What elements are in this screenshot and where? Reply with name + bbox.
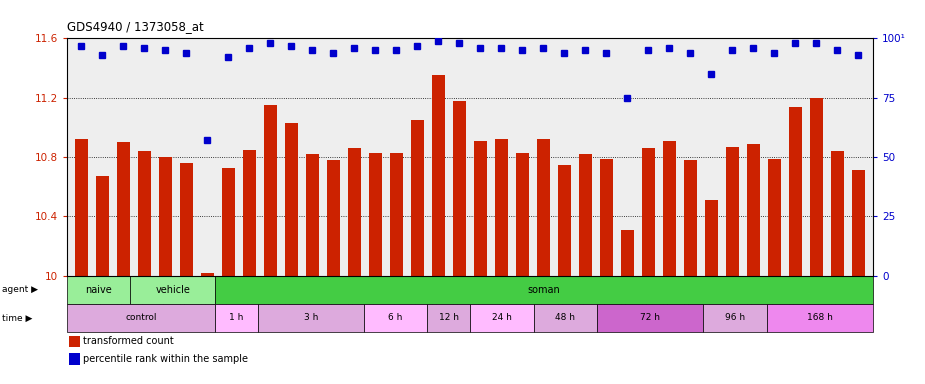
Bar: [264, 105, 277, 276]
Bar: [767, 304, 873, 332]
Bar: [327, 160, 339, 276]
Text: 1 h: 1 h: [229, 313, 243, 323]
Text: 72 h: 72 h: [640, 313, 660, 323]
Bar: [427, 304, 470, 332]
Bar: [138, 151, 151, 276]
Bar: [558, 164, 571, 276]
Bar: [598, 304, 703, 332]
Bar: [642, 148, 655, 276]
Bar: [747, 144, 759, 276]
Bar: [67, 304, 216, 332]
Text: agent ▶: agent ▶: [2, 285, 38, 295]
Text: 3 h: 3 h: [303, 313, 318, 323]
Bar: [411, 120, 424, 276]
Bar: [705, 200, 718, 276]
Bar: [364, 304, 427, 332]
Bar: [663, 141, 676, 276]
Bar: [495, 139, 508, 276]
Bar: [684, 160, 697, 276]
Text: GDS4940 / 1373058_at: GDS4940 / 1373058_at: [67, 20, 204, 33]
Bar: [579, 154, 592, 276]
Text: percentile rank within the sample: percentile rank within the sample: [83, 354, 248, 364]
Bar: [306, 154, 318, 276]
Text: control: control: [125, 313, 156, 323]
Bar: [534, 304, 598, 332]
Bar: [453, 101, 465, 276]
Bar: [810, 98, 823, 276]
Bar: [369, 153, 382, 276]
Bar: [67, 276, 130, 304]
Bar: [96, 176, 108, 276]
Bar: [222, 167, 235, 276]
Bar: [390, 153, 402, 276]
Bar: [768, 159, 781, 276]
Text: 96 h: 96 h: [725, 313, 746, 323]
Bar: [117, 142, 130, 276]
Bar: [832, 151, 844, 276]
Text: naive: naive: [85, 285, 112, 295]
Bar: [852, 170, 865, 276]
Bar: [432, 76, 445, 276]
Bar: [600, 159, 612, 276]
Bar: [75, 139, 88, 276]
Bar: [703, 304, 767, 332]
Text: 48 h: 48 h: [555, 313, 575, 323]
Text: 168 h: 168 h: [808, 313, 833, 323]
Bar: [243, 150, 255, 276]
Text: 12 h: 12 h: [438, 313, 459, 323]
Bar: [130, 276, 216, 304]
Bar: [216, 304, 258, 332]
Bar: [285, 123, 298, 276]
Bar: [348, 148, 361, 276]
Bar: [726, 147, 739, 276]
Text: 24 h: 24 h: [492, 313, 512, 323]
Bar: [516, 153, 529, 276]
Bar: [216, 276, 873, 304]
Bar: [470, 304, 534, 332]
Text: vehicle: vehicle: [155, 285, 191, 295]
Bar: [622, 230, 634, 276]
Bar: [258, 304, 364, 332]
Text: soman: soman: [528, 285, 561, 295]
Bar: [180, 163, 192, 276]
Bar: [159, 157, 172, 276]
Bar: [789, 107, 802, 276]
Text: transformed count: transformed count: [83, 336, 174, 346]
Bar: [537, 139, 549, 276]
Bar: [201, 273, 214, 276]
Text: time ▶: time ▶: [2, 313, 32, 323]
Text: 6 h: 6 h: [388, 313, 402, 323]
Bar: [475, 141, 487, 276]
